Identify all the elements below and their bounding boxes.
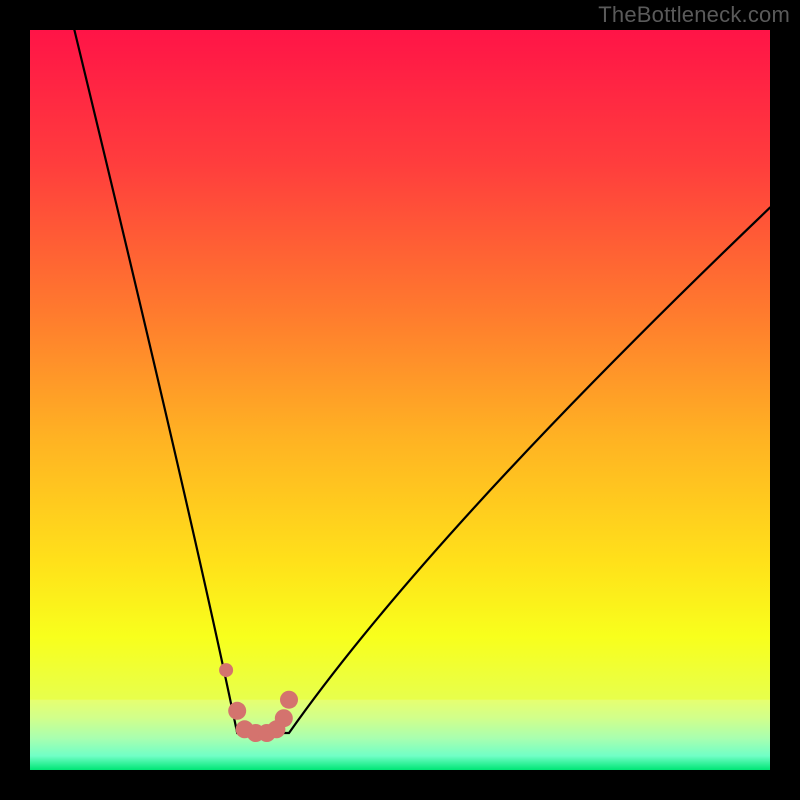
marker-dot: [280, 691, 298, 709]
marker-dot: [228, 702, 246, 720]
marker-dot: [275, 709, 293, 727]
bottleneck-chart: [0, 0, 800, 800]
chart-canvas: TheBottleneck.com: [0, 0, 800, 800]
plot-green-band: [30, 700, 770, 770]
marker-dot: [219, 663, 233, 677]
plot-gradient-background: [30, 30, 770, 770]
watermark-text: TheBottleneck.com: [598, 2, 790, 28]
